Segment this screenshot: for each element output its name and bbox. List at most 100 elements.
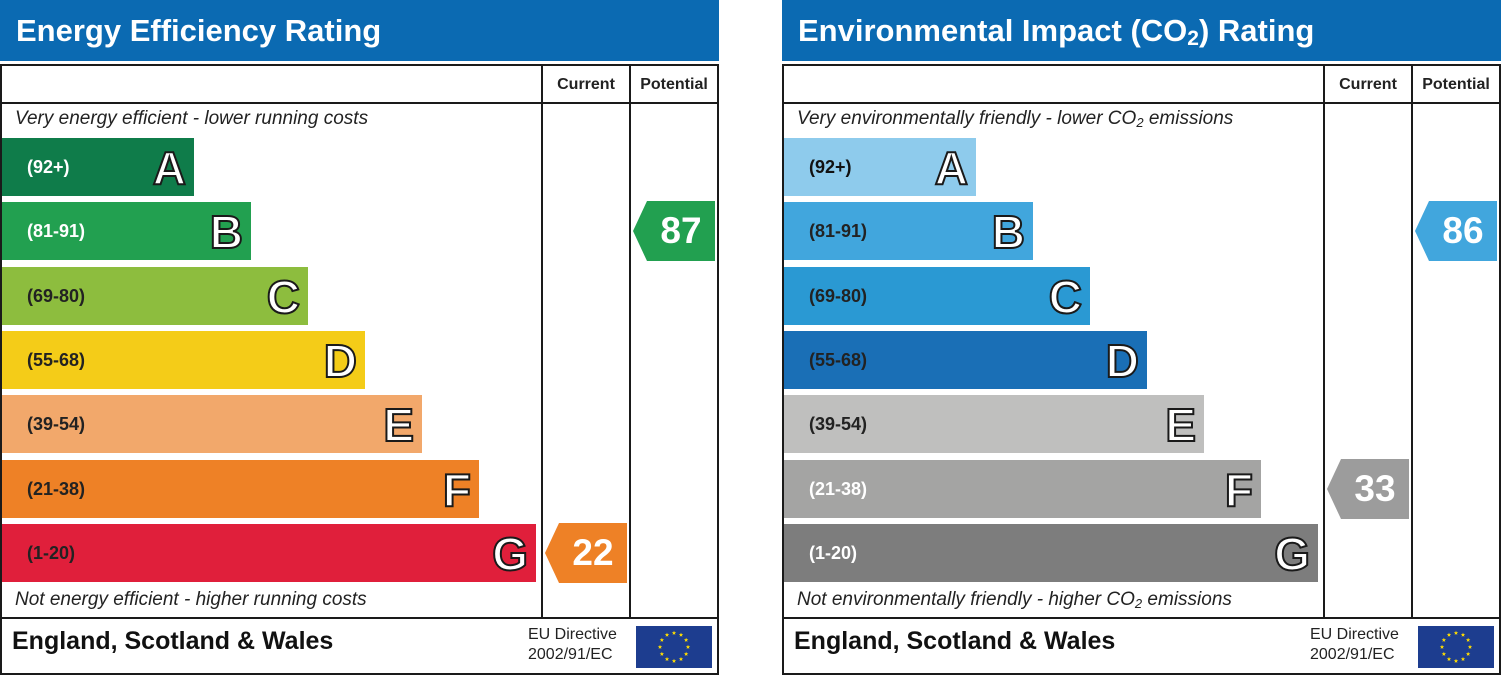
eu-directive-text: EU Directive 2002/91/EC: [1310, 626, 1399, 663]
rating-band-f: (21-38) F: [784, 459, 1261, 518]
band-letter: B: [991, 205, 1026, 259]
panel-title: Environmental Impact (CO2) Rating: [782, 0, 1501, 61]
eu-star: [671, 658, 677, 663]
eu-star: [1441, 637, 1447, 642]
eu-star: [685, 644, 691, 649]
rating-band-g: (1-20) G: [2, 523, 536, 582]
eu-star: [1446, 632, 1452, 637]
arrow-shape: [1415, 201, 1497, 262]
divider: [541, 66, 543, 619]
band-letter: G: [1273, 527, 1311, 581]
band-letter: D: [1105, 334, 1140, 388]
eu-flag-icon: [1418, 626, 1494, 668]
rating-band-c: (69-80) C: [2, 266, 308, 325]
potential-rating-arrow: 86: [1415, 201, 1497, 262]
eu-star: [1467, 644, 1473, 649]
rating-band-a: (92+) A: [784, 138, 976, 196]
band-range-label: (55-68): [27, 349, 86, 370]
eu-star: [1465, 637, 1471, 642]
potential-rating-value: 86: [1442, 210, 1484, 252]
band-letter: E: [1164, 398, 1197, 452]
current-rating-arrow: 33: [1327, 458, 1409, 519]
arrow-shape: [1327, 458, 1409, 519]
rating-band-e: (39-54) E: [2, 395, 422, 454]
eu-star: [1460, 632, 1466, 637]
column-header-potential: Potential: [640, 76, 708, 93]
band-range-label: (69-80): [809, 285, 868, 306]
rating-band-c: (69-80) C: [784, 266, 1090, 325]
band-range-label: (92+): [27, 157, 70, 177]
band-range-label: (21-38): [27, 478, 86, 499]
rating-band-d: (55-68) D: [784, 330, 1147, 389]
divider: [1323, 66, 1325, 619]
environmental-impact-panel: Environmental Impact (CO2) Rating Curren…: [782, 0, 1501, 675]
region-label: England, Scotland & Wales: [794, 627, 1116, 655]
potential-rating-value: 87: [660, 210, 702, 252]
eu-star: [659, 651, 665, 656]
top-caption: Very environmentally friendly - lower CO…: [797, 108, 1234, 130]
eu-star: [678, 656, 684, 661]
eu-flag-icon: [636, 626, 712, 668]
eu-star: [659, 637, 665, 642]
band-letter: C: [266, 270, 301, 324]
eu-star: [664, 632, 670, 637]
eu-star: [1446, 656, 1452, 661]
eu-star: [683, 651, 689, 656]
eu-star: [671, 630, 677, 635]
eu-star: [1460, 656, 1466, 661]
bottom-caption: Not energy efficient - higher running co…: [15, 589, 367, 610]
column-header-potential: Potential: [1422, 76, 1490, 93]
band-range-label: (92+): [809, 157, 852, 177]
rating-band-e: (39-54) E: [784, 395, 1204, 454]
eu-star: [664, 656, 670, 661]
band-range-label: (21-38): [809, 478, 868, 499]
band-range-label: (81-91): [809, 221, 868, 242]
band-letter: A: [152, 141, 187, 195]
divider: [2, 102, 717, 104]
current-rating-value: 33: [1354, 467, 1396, 509]
eu-star: [1453, 658, 1459, 663]
bottom-caption: Not environmentally friendly - higher CO…: [797, 589, 1232, 611]
arrow-shape: [545, 522, 627, 583]
band-range-label: (69-80): [27, 285, 86, 306]
band-letter: F: [442, 463, 472, 517]
eu-star: [657, 644, 663, 649]
band-letter: D: [323, 334, 358, 388]
band-letter: A: [934, 141, 969, 195]
region-label: England, Scotland & Wales: [12, 627, 334, 655]
arrow-shape: [633, 201, 715, 262]
divider: [784, 617, 1499, 619]
band-letter: F: [1224, 463, 1254, 517]
current-rating-value: 22: [572, 531, 614, 573]
current-rating-arrow: 22: [545, 522, 627, 583]
divider: [1411, 66, 1413, 619]
rating-frame: Current Potential Very energy efficient …: [0, 64, 719, 675]
eu-star: [1439, 644, 1445, 649]
rating-band-g: (1-20) G: [784, 523, 1318, 582]
band-range-label: (39-54): [809, 414, 868, 435]
top-caption: Very energy efficient - lower running co…: [15, 108, 369, 129]
eu-star: [1441, 651, 1447, 656]
divider: [784, 102, 1499, 104]
band-range-label: (1-20): [809, 542, 858, 563]
energy-efficiency-panel: Energy Efficiency Rating Current Potenti…: [0, 0, 719, 675]
rating-band-d: (55-68) D: [2, 330, 365, 389]
eu-star: [1453, 630, 1459, 635]
band-range-label: (55-68): [809, 349, 868, 370]
rating-frame: Current Potential Very environmentally f…: [782, 64, 1501, 675]
rating-band-b: (81-91) B: [2, 202, 251, 261]
rating-band-f: (21-38) F: [2, 459, 479, 518]
eu-star: [683, 637, 689, 642]
band-letter: E: [382, 398, 415, 452]
band-letter: C: [1048, 270, 1083, 324]
panel-title: Energy Efficiency Rating: [0, 0, 719, 61]
column-header-current: Current: [1339, 76, 1397, 93]
divider: [629, 66, 631, 619]
rating-band-b: (81-91) B: [784, 202, 1033, 261]
divider: [2, 617, 717, 619]
band-range-label: (39-54): [27, 414, 86, 435]
band-letter: B: [209, 205, 244, 259]
band-letter: G: [491, 527, 529, 581]
eu-directive-text: EU Directive 2002/91/EC: [528, 626, 617, 663]
band-range-label: (81-91): [27, 221, 86, 242]
